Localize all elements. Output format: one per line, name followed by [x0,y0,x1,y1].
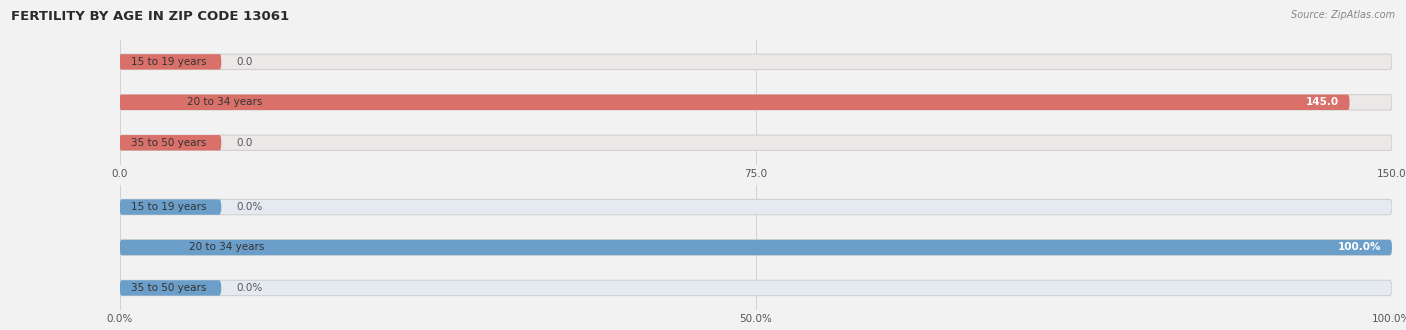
Text: 0.0%: 0.0% [236,283,263,293]
FancyBboxPatch shape [120,240,1392,255]
Text: 0.0: 0.0 [236,57,253,67]
FancyBboxPatch shape [120,54,221,70]
FancyBboxPatch shape [120,199,1392,215]
FancyBboxPatch shape [120,135,1392,150]
Text: FERTILITY BY AGE IN ZIP CODE 13061: FERTILITY BY AGE IN ZIP CODE 13061 [11,10,290,23]
FancyBboxPatch shape [120,54,1392,70]
FancyBboxPatch shape [120,280,1392,296]
Text: 100.0%: 100.0% [1339,243,1382,252]
FancyBboxPatch shape [120,199,221,215]
Text: Source: ZipAtlas.com: Source: ZipAtlas.com [1291,10,1395,20]
FancyBboxPatch shape [120,280,221,296]
FancyBboxPatch shape [120,135,221,150]
FancyBboxPatch shape [120,240,1392,255]
Text: 145.0: 145.0 [1306,97,1340,107]
Text: 0.0: 0.0 [236,138,253,148]
Text: 20 to 34 years: 20 to 34 years [187,97,263,107]
Text: 15 to 19 years: 15 to 19 years [131,202,207,212]
Text: 20 to 34 years: 20 to 34 years [190,243,264,252]
Text: 35 to 50 years: 35 to 50 years [131,138,207,148]
Text: 0.0%: 0.0% [236,202,263,212]
FancyBboxPatch shape [120,95,1350,110]
FancyBboxPatch shape [120,95,1392,110]
Text: 15 to 19 years: 15 to 19 years [131,57,207,67]
Text: 35 to 50 years: 35 to 50 years [131,283,207,293]
